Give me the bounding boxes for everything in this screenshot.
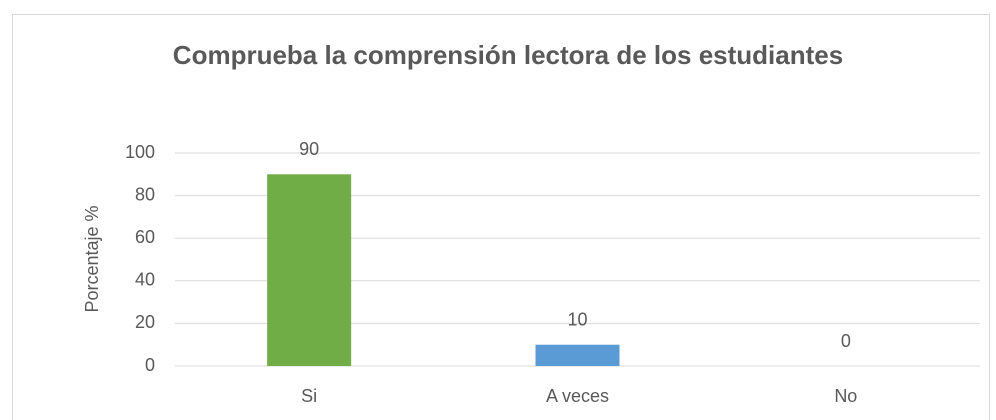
chart-title: Comprueba la comprensión lectora de los … xyxy=(173,40,843,70)
y-tick-label: 40 xyxy=(135,270,155,290)
data-label: 10 xyxy=(567,309,587,329)
bar xyxy=(267,174,352,366)
y-tick-label: 80 xyxy=(135,184,155,204)
y-tick-label: 0 xyxy=(145,355,155,375)
y-tick-label: 20 xyxy=(135,312,155,332)
y-tick-label: 60 xyxy=(135,227,155,247)
data-label: 90 xyxy=(299,139,319,159)
y-axis-label: Porcentaje % xyxy=(82,205,102,312)
x-tick-label: A veces xyxy=(546,386,609,406)
x-tick-label: No xyxy=(834,386,857,406)
x-tick-label: Si xyxy=(301,386,317,406)
data-label: 0 xyxy=(841,331,851,351)
y-tick-label: 100 xyxy=(125,142,155,162)
chart-border xyxy=(12,14,990,420)
bar xyxy=(535,344,620,366)
